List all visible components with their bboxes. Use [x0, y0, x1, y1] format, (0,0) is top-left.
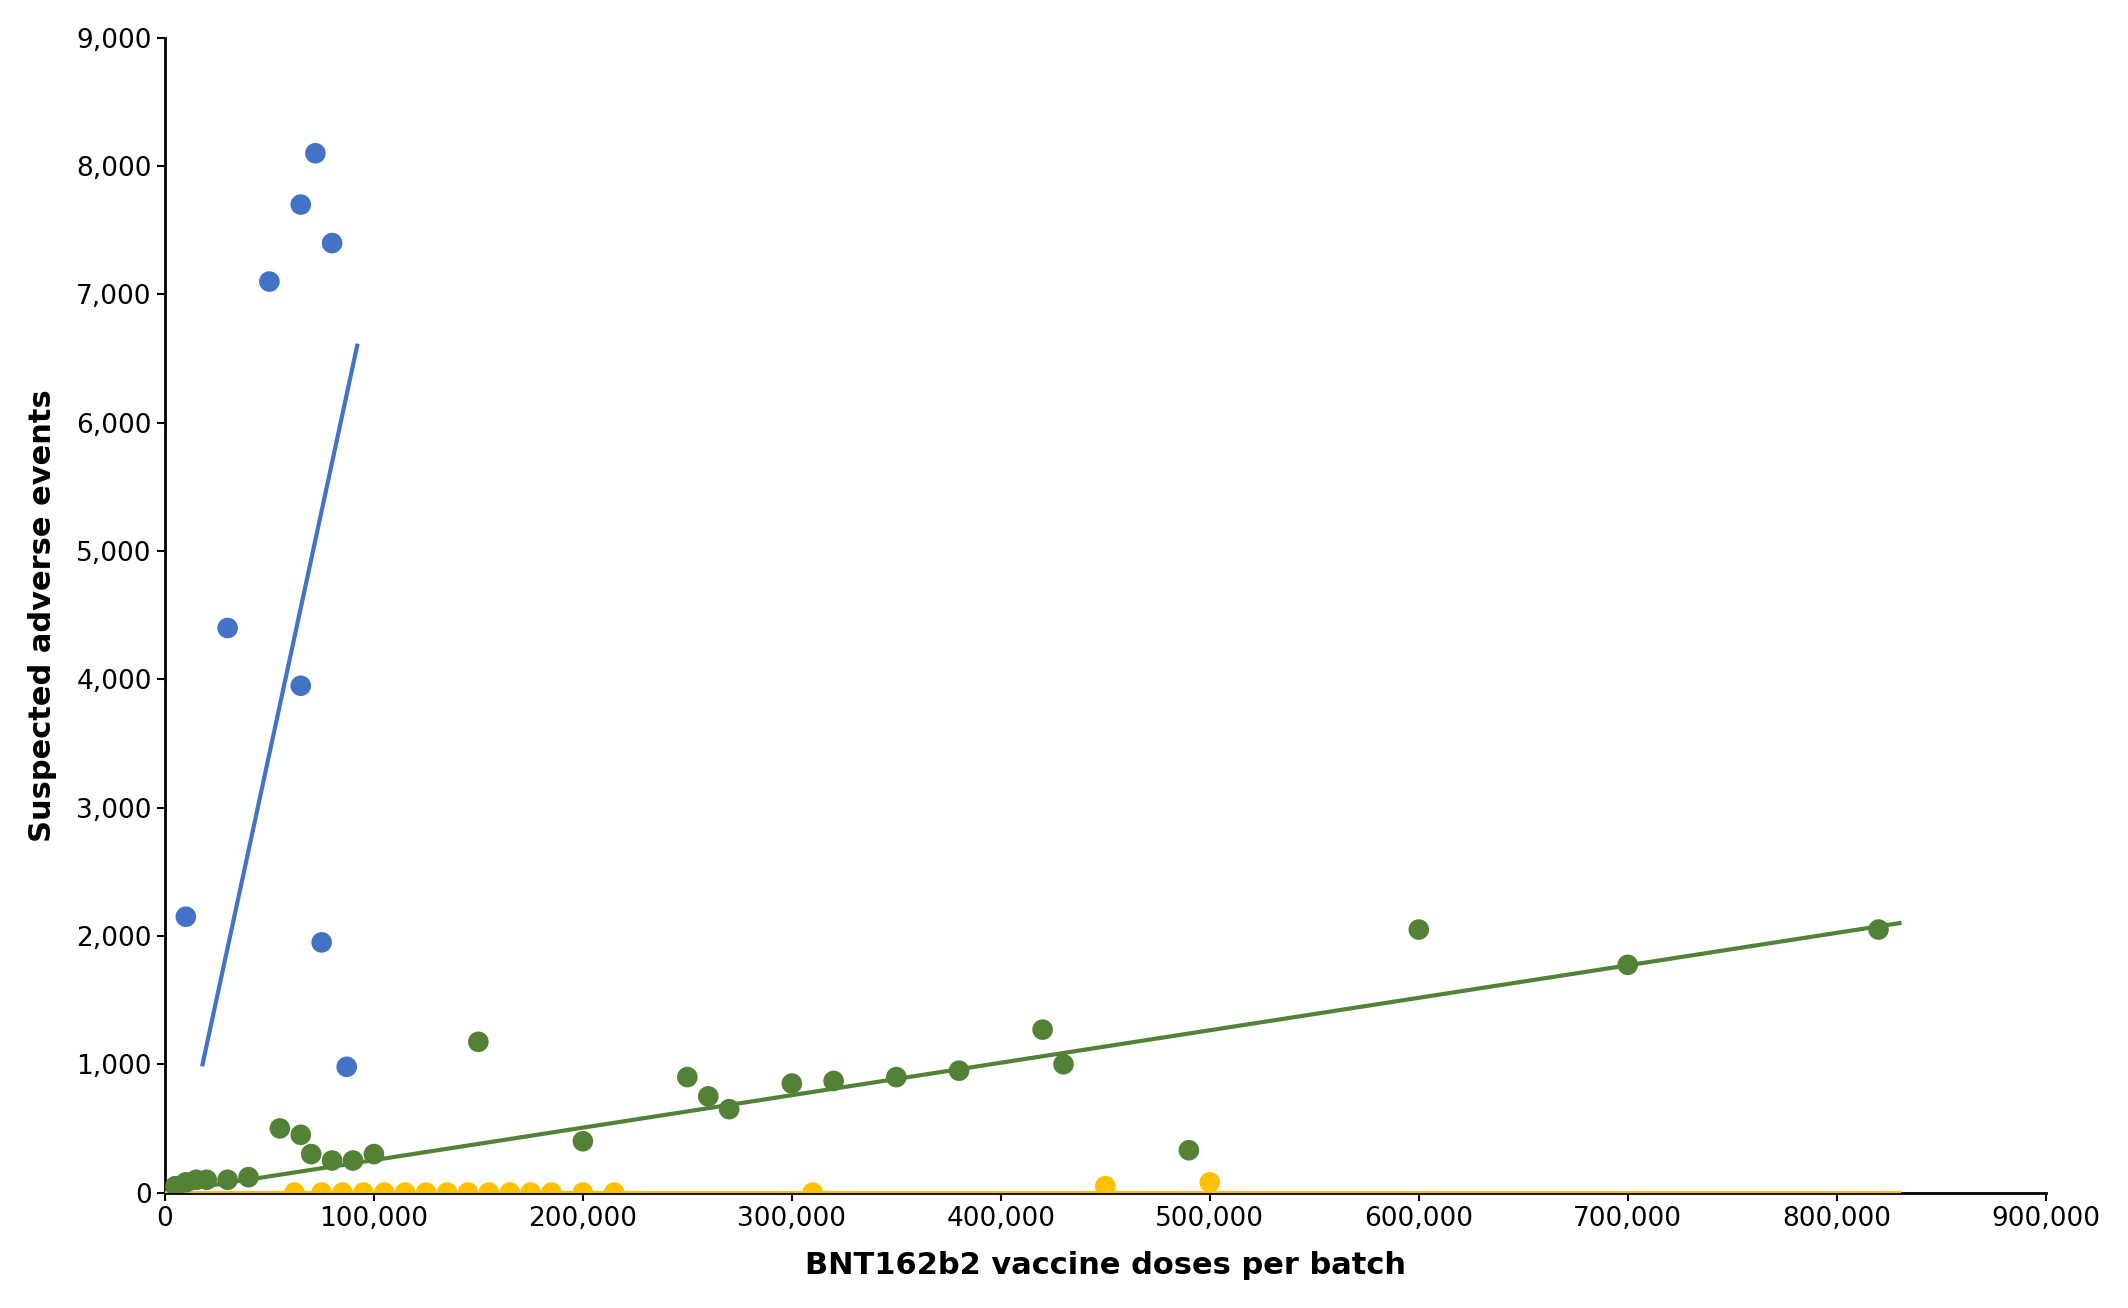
Point: [513, 1182, 547, 1203]
Point: [315, 1150, 349, 1171]
Point: [315, 233, 349, 254]
Point: [451, 1182, 485, 1203]
Point: [796, 1182, 830, 1203]
Point: [211, 617, 245, 638]
Point: [168, 1172, 202, 1193]
Point: [326, 1182, 360, 1203]
Point: [713, 1099, 747, 1120]
Point: [1047, 1054, 1081, 1075]
Point: [1194, 1172, 1228, 1193]
Point: [566, 1131, 600, 1152]
Point: [430, 1182, 464, 1203]
Point: [294, 1143, 328, 1164]
Point: [168, 906, 202, 927]
Point: [943, 1061, 977, 1082]
Point: [692, 1086, 726, 1107]
X-axis label: BNT162b2 vaccine doses per batch: BNT162b2 vaccine doses per batch: [804, 1252, 1407, 1281]
Point: [189, 1169, 223, 1190]
Point: [336, 1150, 370, 1171]
Point: [1402, 920, 1436, 940]
Point: [566, 1182, 600, 1203]
Point: [598, 1182, 632, 1203]
Point: [1026, 1019, 1060, 1040]
Point: [494, 1182, 528, 1203]
Point: [277, 1182, 311, 1203]
Point: [179, 1169, 213, 1190]
Point: [157, 1176, 192, 1197]
Point: [1087, 1176, 1121, 1197]
Y-axis label: Suspected adverse events: Suspected adverse events: [28, 388, 57, 841]
Point: [347, 1182, 381, 1203]
Point: [670, 1066, 704, 1087]
Point: [304, 931, 338, 952]
Point: [462, 1031, 496, 1052]
Point: [211, 1169, 245, 1190]
Point: [304, 1182, 338, 1203]
Point: [472, 1182, 506, 1203]
Point: [283, 675, 317, 696]
Point: [358, 1143, 392, 1164]
Point: [298, 143, 332, 164]
Point: [1173, 1139, 1207, 1160]
Point: [253, 271, 287, 292]
Point: [879, 1066, 913, 1087]
Point: [283, 194, 317, 215]
Point: [232, 1167, 266, 1188]
Point: [534, 1182, 568, 1203]
Point: [387, 1182, 421, 1203]
Point: [264, 1118, 298, 1139]
Point: [775, 1073, 809, 1093]
Point: [368, 1182, 402, 1203]
Point: [1862, 920, 1896, 940]
Point: [283, 1125, 317, 1146]
Point: [817, 1070, 851, 1091]
Point: [409, 1182, 443, 1203]
Point: [1611, 955, 1645, 976]
Point: [330, 1057, 364, 1078]
